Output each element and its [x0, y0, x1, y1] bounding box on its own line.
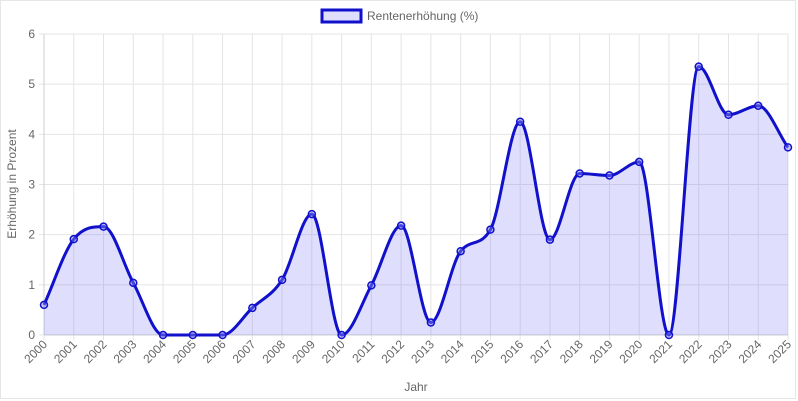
series-line — [42, 65, 790, 337]
data-point — [724, 110, 733, 120]
x-tick-label: 2019 — [587, 337, 616, 366]
x-tick-label: 2024 — [736, 337, 765, 366]
x-tick-label: 2008 — [259, 337, 288, 366]
data-point — [783, 143, 793, 152]
y-tick-label: 5 — [28, 77, 35, 91]
legend-swatch[interactable] — [320, 8, 363, 24]
data-point — [694, 62, 703, 71]
x-tick-label: 2014 — [438, 337, 467, 366]
x-tick-label: 2002 — [81, 337, 110, 366]
data-point — [456, 246, 465, 256]
x-axis-ticks: 2000 2001 2002 2003 2004 2005 2006 2007 2008 2009… — [21, 337, 794, 366]
x-tick-label: 2015 — [468, 337, 497, 366]
x-tick-label: 2025 — [765, 337, 794, 366]
x-tick-label: 2020 — [617, 337, 646, 366]
data-points — [39, 62, 793, 340]
y-tick-label: 3 — [28, 178, 35, 192]
x-tick-label: 2003 — [111, 337, 140, 366]
data-point — [634, 157, 644, 167]
x-tick-label: 2000 — [21, 337, 50, 366]
series-area-fill — [44, 66, 788, 336]
data-point — [486, 225, 495, 234]
data-point — [218, 330, 227, 340]
y-tick-label: 0 — [28, 328, 35, 342]
data-point — [277, 275, 287, 285]
x-tick-label: 2012 — [378, 337, 407, 366]
y-tick-label: 4 — [28, 127, 35, 141]
x-tick-label: 2009 — [289, 337, 318, 366]
x-tick-label: 2016 — [497, 337, 526, 366]
x-tick-label: 2018 — [557, 337, 586, 366]
data-point — [575, 169, 584, 178]
data-point — [69, 234, 79, 244]
y-tick-label: 2 — [28, 228, 35, 242]
x-tick-label: 2022 — [676, 337, 705, 366]
x-tick-label: 2001 — [51, 337, 80, 366]
area-fill-layer — [44, 66, 788, 336]
data-point — [396, 221, 406, 230]
gridlines — [39, 33, 789, 340]
y-tick-label: 1 — [28, 278, 35, 292]
data-point — [367, 281, 376, 290]
x-tick-label: 2013 — [408, 337, 437, 366]
data-point — [664, 330, 674, 340]
y-axis-title: Erhöhung in Prozent — [5, 129, 19, 239]
data-point — [753, 101, 763, 110]
x-tick-label: 2010 — [319, 337, 348, 366]
legend[interactable]: Rentenerhöhung (%) — [320, 8, 478, 24]
data-point — [337, 330, 346, 340]
data-point — [99, 222, 108, 231]
x-tick-label: 2017 — [527, 337, 556, 366]
x-tick-label: 2023 — [706, 337, 735, 366]
x-tick-label: 2005 — [170, 337, 199, 366]
data-point — [188, 330, 198, 340]
series-line-layer — [42, 65, 790, 337]
x-tick-label: 2006 — [200, 337, 229, 366]
x-tick-label: 2011 — [349, 337, 377, 365]
data-point — [158, 330, 168, 340]
y-axis-ticks: 0 1 2 3 4 5 6 — [28, 27, 35, 342]
legend-label[interactable]: Rentenerhöhung (%) — [367, 9, 478, 23]
x-tick-label: 2021 — [646, 337, 675, 366]
x-tick-label: 2004 — [140, 337, 169, 366]
data-point — [605, 171, 614, 180]
data-point — [39, 300, 49, 310]
y-tick-label: 6 — [28, 27, 35, 41]
x-tick-label: 2007 — [230, 337, 259, 366]
data-point — [515, 117, 525, 127]
data-point — [129, 278, 138, 288]
data-point — [248, 303, 257, 313]
data-point — [545, 235, 555, 244]
x-axis-title: Jahr — [404, 380, 427, 394]
data-point — [426, 318, 436, 327]
data-point — [307, 209, 317, 219]
